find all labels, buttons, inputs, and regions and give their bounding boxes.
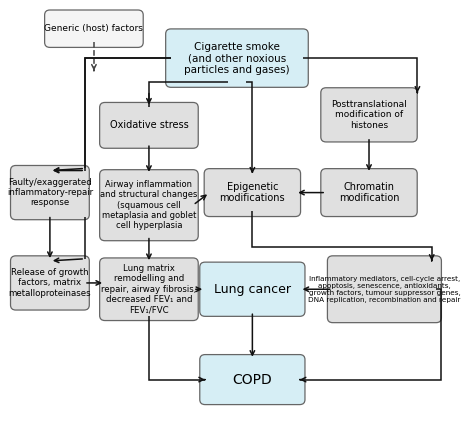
FancyBboxPatch shape — [100, 102, 198, 148]
Text: Lung cancer: Lung cancer — [214, 283, 291, 296]
FancyBboxPatch shape — [200, 354, 305, 404]
FancyBboxPatch shape — [328, 256, 441, 323]
FancyBboxPatch shape — [321, 88, 417, 142]
Text: Epigenetic
modifications: Epigenetic modifications — [219, 182, 285, 203]
FancyBboxPatch shape — [166, 29, 308, 87]
Text: Chromatin
modification: Chromatin modification — [339, 182, 399, 203]
FancyBboxPatch shape — [200, 262, 305, 316]
FancyBboxPatch shape — [10, 256, 89, 310]
Text: Cigarette smoke
(and other noxious
particles and gases): Cigarette smoke (and other noxious parti… — [184, 41, 290, 75]
FancyBboxPatch shape — [321, 169, 417, 217]
Text: Faulty/exaggerated
inflammatory-repair
response: Faulty/exaggerated inflammatory-repair r… — [7, 178, 93, 208]
FancyBboxPatch shape — [100, 258, 198, 321]
FancyBboxPatch shape — [100, 170, 198, 241]
Text: Release of growth
factors, matrix
metalloproteinases: Release of growth factors, matrix metall… — [9, 268, 91, 298]
Text: Lung matrix
remodelling and
repair, airway fibrosis,
decreased FEV₁ and
FEV₁/FVC: Lung matrix remodelling and repair, airw… — [101, 264, 197, 315]
Text: COPD: COPD — [233, 373, 272, 387]
Text: Posttranslational
modification of
histones: Posttranslational modification of histon… — [331, 100, 407, 130]
FancyBboxPatch shape — [10, 165, 89, 220]
Text: Oxidative stress: Oxidative stress — [109, 121, 188, 130]
FancyBboxPatch shape — [45, 10, 143, 47]
FancyBboxPatch shape — [204, 169, 301, 217]
Text: Airway inflammation
and structural changes
(squamous cell
metaplasia and goblet
: Airway inflammation and structural chang… — [100, 180, 198, 231]
Text: Generic (host) factors: Generic (host) factors — [45, 24, 143, 33]
Text: Inflammatory mediators, cell-cycle arrest,
apoptosis, senescence, antioxidants,
: Inflammatory mediators, cell-cycle arres… — [308, 276, 461, 303]
